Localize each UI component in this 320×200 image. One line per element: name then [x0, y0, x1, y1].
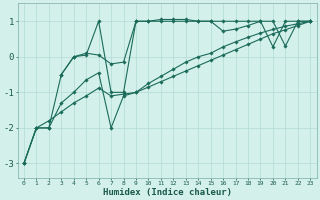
X-axis label: Humidex (Indice chaleur): Humidex (Indice chaleur)	[103, 188, 232, 197]
